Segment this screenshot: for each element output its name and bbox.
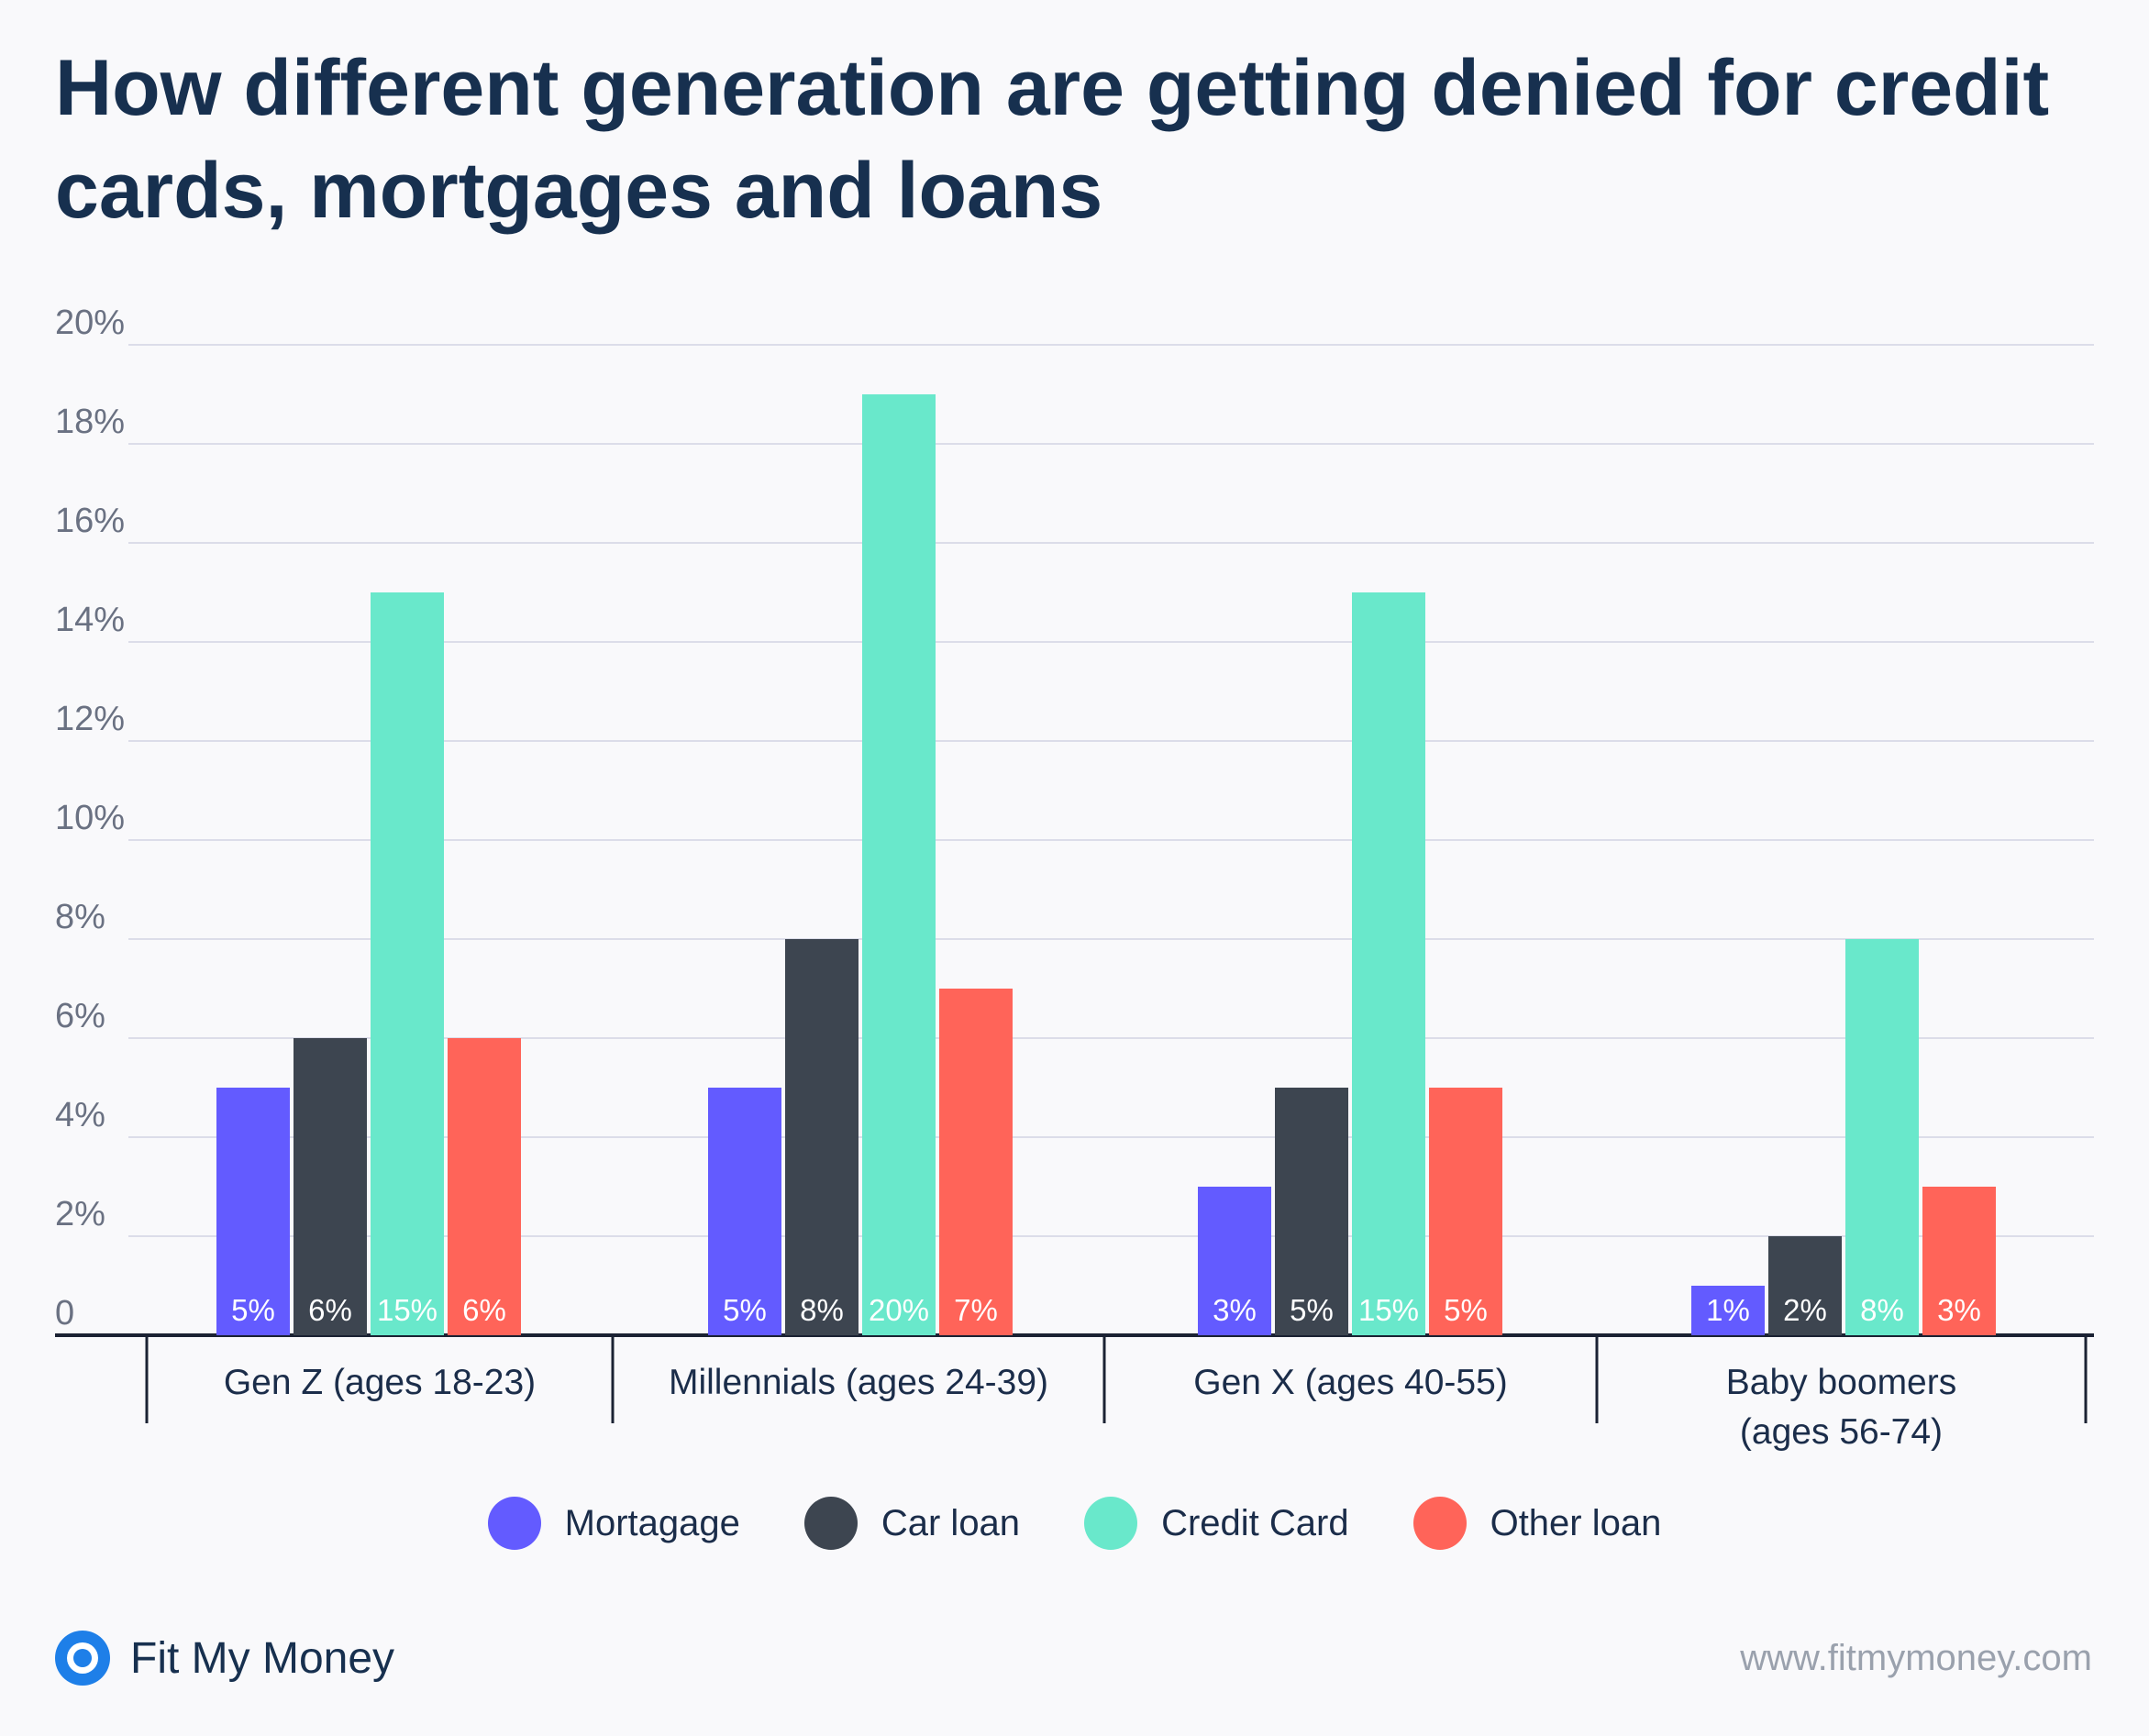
data-label: 6% xyxy=(462,1293,506,1327)
data-label: 15% xyxy=(1358,1293,1419,1327)
legend-label-other-loan: Other loan xyxy=(1490,1502,1662,1543)
legend-label-mortgage: Mortagage xyxy=(564,1502,740,1543)
x-category-label: Baby boomers xyxy=(1726,1363,1956,1402)
bar-mortgage xyxy=(708,1088,781,1335)
y-tick-label: 18% xyxy=(55,403,125,441)
bar-car-loan xyxy=(785,939,858,1335)
legend-item-car-loan: Car loan xyxy=(803,1497,1021,1550)
data-label: 8% xyxy=(1860,1293,1904,1327)
data-label: 5% xyxy=(1290,1293,1334,1327)
y-tick-label: 6% xyxy=(55,997,105,1035)
bar-car-loan xyxy=(294,1038,367,1335)
y-tick-label: 14% xyxy=(55,601,125,639)
bar-car-loan xyxy=(1275,1088,1348,1335)
brand-name: Fit My Money xyxy=(130,1633,395,1683)
legend-label-credit-card: Credit Card xyxy=(1161,1502,1349,1543)
data-label: 5% xyxy=(723,1293,767,1327)
y-tick-label: 10% xyxy=(55,799,125,837)
bar-car-loan xyxy=(1768,1236,1842,1335)
data-label: 20% xyxy=(869,1293,929,1327)
bar-mortgage xyxy=(1691,1286,1765,1335)
bar-credit-card xyxy=(862,394,936,1335)
bar-credit-card xyxy=(1352,592,1425,1335)
bar-mortgage xyxy=(1198,1187,1271,1335)
legend-swatch-credit-card xyxy=(1084,1497,1138,1550)
x-category-label: Millennials (ages 24-39) xyxy=(669,1363,1048,1402)
data-label: 7% xyxy=(954,1293,998,1327)
bar-other-loan xyxy=(1429,1088,1502,1335)
bar-other-loan xyxy=(939,989,1013,1335)
brand: Fit My Money xyxy=(55,1631,394,1686)
legend-swatch-other-loan xyxy=(1412,1497,1467,1550)
legend-item-other-loan: Other loan xyxy=(1412,1497,1662,1550)
bar-other-loan xyxy=(448,1038,521,1335)
bar-credit-card xyxy=(1845,939,1919,1335)
chart-legend: Mortagage Car loan Credit Card Other loa… xyxy=(0,1497,2149,1550)
y-tick-label: 2% xyxy=(55,1195,105,1233)
y-tick-label: 12% xyxy=(55,700,125,738)
legend-item-mortgage: Mortagage xyxy=(487,1497,740,1550)
x-category-label: (ages 56-74) xyxy=(1740,1412,1943,1452)
site-url: www.fitmymoney.com xyxy=(1740,1638,2092,1678)
x-category-label: Gen Z (ages 18-23) xyxy=(224,1363,536,1402)
data-label: 3% xyxy=(1213,1293,1257,1327)
data-label: 3% xyxy=(1937,1293,1981,1327)
bar-mortgage xyxy=(216,1088,290,1335)
chart-title: How different generation are getting den… xyxy=(55,44,2050,235)
data-label: 2% xyxy=(1783,1293,1827,1327)
y-tick-label: 16% xyxy=(55,502,125,540)
y-tick-label: 8% xyxy=(55,898,105,936)
data-label: 5% xyxy=(231,1293,275,1327)
data-label: 15% xyxy=(377,1293,438,1327)
bar-credit-card xyxy=(371,592,444,1335)
bar-other-loan xyxy=(1922,1187,1996,1335)
y-tick-label: 4% xyxy=(55,1096,105,1134)
fit-my-money-logo-icon xyxy=(55,1631,110,1686)
data-label: 5% xyxy=(1444,1293,1488,1327)
y-tick-label: 0 xyxy=(55,1294,74,1332)
data-label: 8% xyxy=(800,1293,844,1327)
x-category-label: Gen X (ages 40-55) xyxy=(1193,1363,1508,1402)
legend-swatch-mortgage xyxy=(487,1497,541,1550)
legend-label-car-loan: Car loan xyxy=(881,1502,1021,1543)
y-tick-label: 20% xyxy=(55,304,125,342)
data-label: 1% xyxy=(1706,1293,1750,1327)
legend-item-credit-card: Credit Card xyxy=(1084,1497,1349,1550)
legend-swatch-car-loan xyxy=(803,1497,858,1550)
data-label: 6% xyxy=(308,1293,352,1327)
